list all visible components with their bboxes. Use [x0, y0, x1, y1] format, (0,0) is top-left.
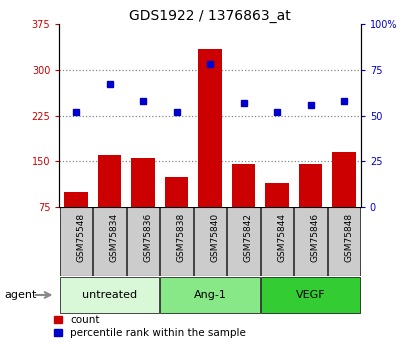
Bar: [164, 177, 188, 207]
Bar: [327, 207, 360, 276]
Bar: [98, 155, 121, 207]
Bar: [298, 164, 321, 207]
Bar: [227, 207, 259, 276]
Bar: [131, 158, 155, 207]
Bar: [127, 207, 159, 276]
Text: GSM75840: GSM75840: [209, 213, 218, 262]
Bar: [193, 207, 226, 276]
Text: GSM75846: GSM75846: [310, 213, 319, 262]
Text: Ang-1: Ang-1: [193, 290, 226, 300]
Bar: [260, 207, 292, 276]
Bar: [231, 164, 255, 207]
Text: GSM75848: GSM75848: [343, 213, 352, 262]
Text: GSM75836: GSM75836: [143, 213, 152, 262]
Text: GSM75834: GSM75834: [110, 213, 118, 262]
Bar: [160, 277, 259, 313]
Bar: [64, 192, 88, 207]
Text: GSM75844: GSM75844: [276, 213, 285, 262]
Text: VEGF: VEGF: [295, 290, 325, 300]
Bar: [198, 49, 221, 207]
Text: untreated: untreated: [82, 290, 137, 300]
Legend: count, percentile rank within the sample: count, percentile rank within the sample: [54, 315, 245, 338]
Bar: [60, 277, 159, 313]
Bar: [265, 183, 288, 207]
Text: agent: agent: [4, 290, 36, 300]
Text: GSM75842: GSM75842: [243, 213, 252, 262]
Title: GDS1922 / 1376863_at: GDS1922 / 1376863_at: [129, 9, 290, 23]
Text: GSM75548: GSM75548: [76, 213, 85, 262]
Bar: [160, 207, 192, 276]
Bar: [260, 277, 360, 313]
Bar: [93, 207, 126, 276]
Bar: [60, 207, 92, 276]
Bar: [332, 152, 355, 207]
Bar: [294, 207, 326, 276]
Text: GSM75838: GSM75838: [176, 213, 185, 262]
